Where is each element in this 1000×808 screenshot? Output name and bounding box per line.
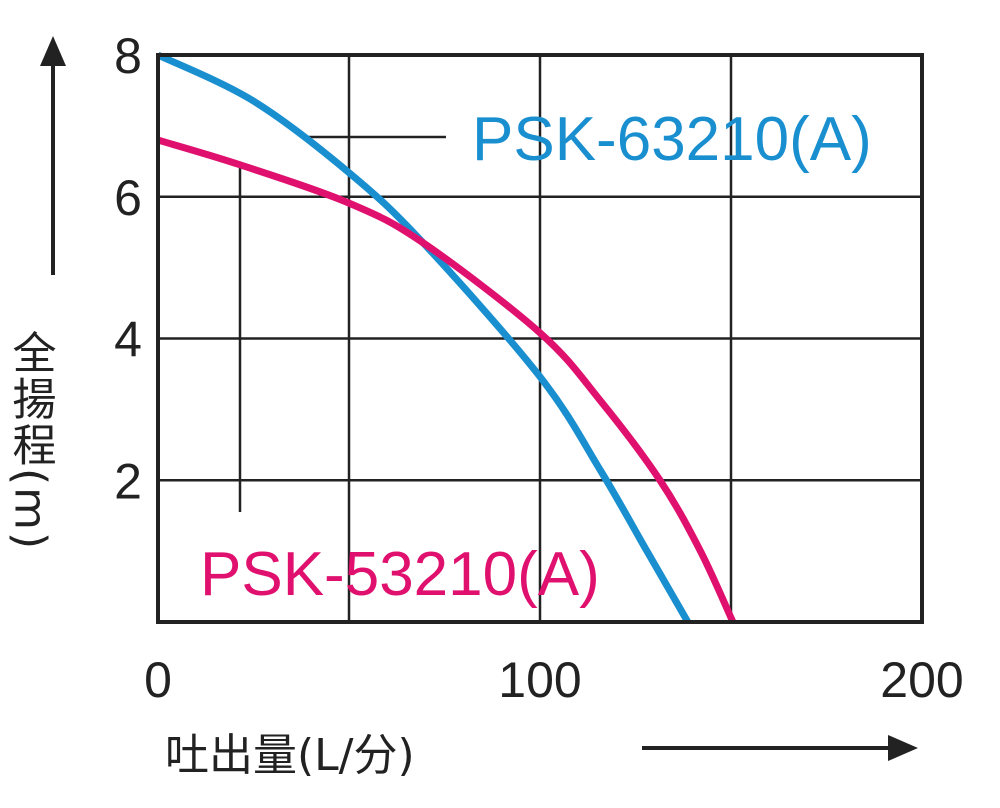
y-tick-label: 6 — [114, 170, 142, 226]
grid — [158, 55, 922, 622]
y-tick-label: 8 — [114, 28, 142, 84]
series-line-psk-63210-a- — [156, 51, 691, 624]
label-leader-lines — [238, 135, 446, 512]
y-axis-arrow — [40, 36, 66, 275]
series-label-psk-63210: PSK-63210(A) — [472, 105, 872, 174]
y-tick-label: 4 — [114, 312, 142, 368]
tick-labels: 0 100 200 2 4 6 8 — [114, 28, 964, 708]
series-label-psk-53210: PSK-53210(A) — [200, 540, 600, 609]
x-tick-label: 100 — [498, 652, 581, 708]
series-line-psk-53210-a- — [156, 136, 737, 624]
x-axis-arrow — [642, 735, 918, 761]
y-axis-label: 全揚程(m) — [5, 330, 56, 551]
y-tick-label: 2 — [114, 453, 142, 509]
series-lines — [156, 51, 737, 624]
x-tick-label: 200 — [880, 652, 963, 708]
plot-frame — [156, 53, 924, 624]
x-axis-label: 吐出量(L/分) — [165, 730, 415, 781]
x-tick-label: 0 — [144, 652, 172, 708]
